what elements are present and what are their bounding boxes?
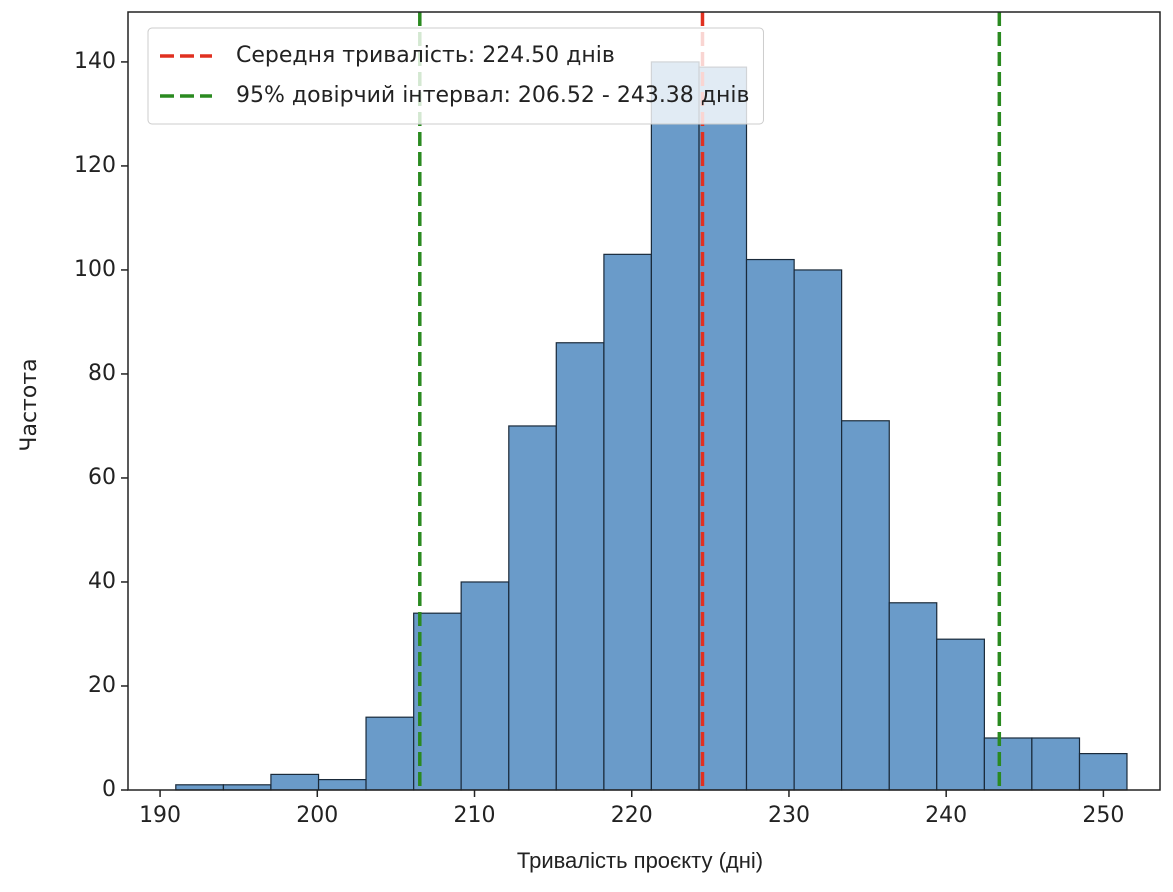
- bar: [175, 784, 225, 791]
- bar: [317, 778, 367, 791]
- y-axis-label: Частота: [17, 358, 42, 451]
- y-tick-label: 60: [88, 465, 116, 490]
- x-tick-label: 220: [611, 803, 653, 828]
- bar: [603, 253, 652, 791]
- x-tick-label: 200: [296, 803, 338, 828]
- bar: [698, 66, 748, 791]
- bar: [936, 638, 985, 791]
- x-tick-label: 190: [139, 803, 181, 828]
- legend: Середня тривалість: 224.50 днів 95% довір…: [147, 27, 764, 125]
- x-axis-label: Тривалість проєкту (дні): [517, 848, 763, 873]
- y-tick-label: 120: [74, 153, 116, 178]
- legend-box: [147, 27, 764, 125]
- x-tick-label: 230: [768, 803, 810, 828]
- bar: [793, 269, 843, 791]
- bar: [745, 258, 795, 791]
- bar: [413, 612, 462, 791]
- bar: [460, 581, 510, 791]
- bar: [222, 784, 272, 791]
- legend-label: Середня тривалість: 224.50 днів: [236, 43, 615, 68]
- y-tick-label: 140: [74, 49, 116, 74]
- x-tick-label: 210: [454, 803, 496, 828]
- bar: [1078, 752, 1128, 791]
- bar: [365, 716, 415, 791]
- bar: [888, 602, 938, 791]
- bar: [508, 425, 557, 791]
- bar: [983, 737, 1033, 791]
- bar: [841, 420, 890, 791]
- x-tick-label: 240: [925, 803, 967, 828]
- x-tick-label: 250: [1082, 803, 1124, 828]
- y-tick-label: 80: [88, 361, 116, 386]
- y-tick-label: 20: [88, 673, 116, 698]
- y-tick-label: 40: [88, 569, 116, 594]
- y-tick-label: 100: [74, 257, 116, 282]
- plot-frame: [127, 11, 1161, 791]
- bar: [555, 342, 605, 791]
- y-tick-label: 0: [102, 777, 116, 802]
- bar: [1031, 737, 1081, 791]
- legend-label: 95% довірчий інтервал: 206.52 - 243.38 д…: [236, 83, 749, 108]
- bar: [650, 61, 700, 791]
- bar: [270, 773, 320, 791]
